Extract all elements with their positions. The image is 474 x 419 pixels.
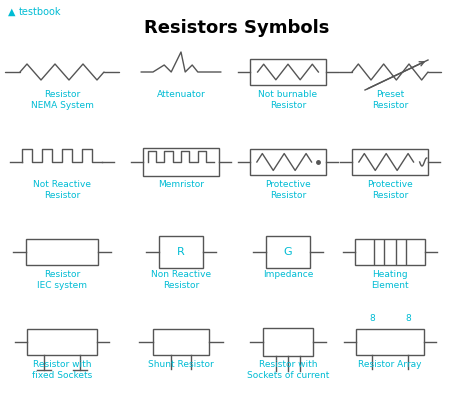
Text: Not Reactive
Resistor: Not Reactive Resistor: [33, 180, 91, 200]
Bar: [250, 59, 326, 85]
Text: Resistor Array: Resistor Array: [358, 360, 422, 369]
Text: Attenuator: Attenuator: [156, 90, 205, 99]
Text: Not burnable
Resistor: Not burnable Resistor: [258, 90, 318, 110]
Text: Protective
Resistor: Protective Resistor: [367, 180, 413, 200]
Bar: [26, 239, 98, 265]
Text: Shunt Resistor: Shunt Resistor: [148, 360, 214, 369]
Text: testbook: testbook: [19, 7, 62, 17]
Bar: [266, 236, 310, 268]
Text: Heating
Element: Heating Element: [371, 270, 409, 290]
Text: Resistor
NEMA System: Resistor NEMA System: [30, 90, 93, 110]
Text: Impedance: Impedance: [263, 270, 313, 279]
Bar: [27, 329, 97, 355]
Bar: [356, 329, 424, 355]
Bar: [159, 236, 203, 268]
Bar: [352, 149, 428, 175]
Text: Resistor with
fixed Sockets: Resistor with fixed Sockets: [32, 360, 92, 380]
Text: Non Reactive
Resistor: Non Reactive Resistor: [151, 270, 211, 290]
Text: 8: 8: [369, 314, 375, 323]
Text: G: G: [283, 247, 292, 257]
Bar: [355, 239, 425, 265]
Text: ▲: ▲: [8, 7, 16, 17]
Text: Resistors Symbols: Resistors Symbols: [144, 19, 330, 37]
Text: Protective
Resistor: Protective Resistor: [265, 180, 311, 200]
Bar: [143, 148, 219, 176]
Text: Resistor
IEC system: Resistor IEC system: [37, 270, 87, 290]
Text: Resistor with
Sockets of current: Resistor with Sockets of current: [247, 360, 329, 380]
Bar: [153, 329, 209, 355]
Text: R: R: [177, 247, 185, 257]
Text: Memristor: Memristor: [158, 180, 204, 189]
Text: Preset
Resistor: Preset Resistor: [372, 90, 408, 110]
Bar: [263, 328, 313, 356]
Text: 8: 8: [405, 314, 411, 323]
Bar: [250, 149, 326, 175]
